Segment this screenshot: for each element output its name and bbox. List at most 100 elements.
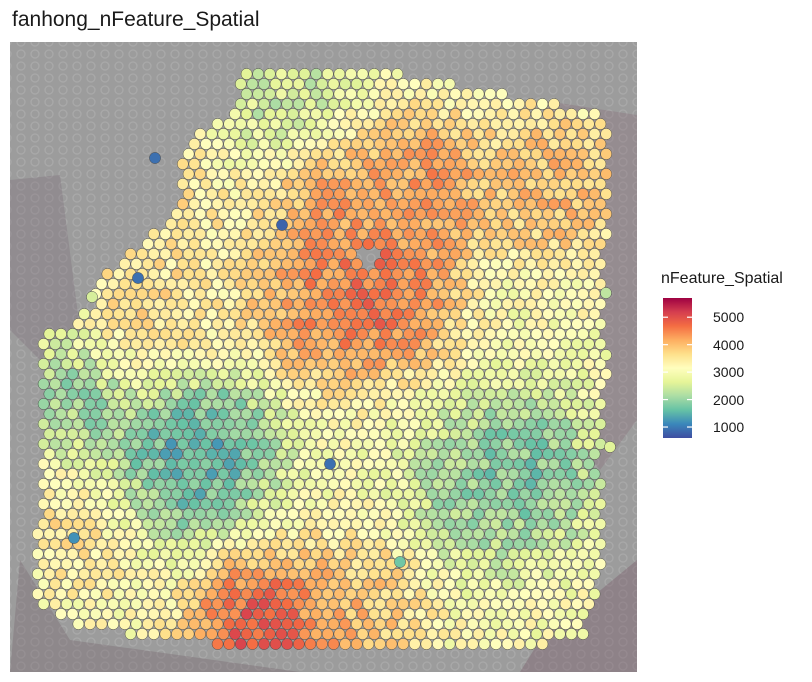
spot [374,638,386,650]
spot [165,418,178,430]
spot [136,548,149,560]
spot [316,238,328,250]
spot [171,508,183,520]
spot [524,278,537,290]
spot [594,538,607,550]
spot [263,528,276,540]
spot [449,408,462,420]
spot [153,618,166,630]
spot [101,548,114,560]
spot [89,388,102,400]
spot [281,98,294,110]
spot [240,68,253,80]
spot [165,298,178,310]
spot [182,268,195,280]
spot [200,278,212,290]
spot [327,538,340,550]
spot [356,588,369,600]
spot [350,158,363,170]
spot [37,558,50,570]
spot [495,408,508,420]
spot [368,168,381,180]
spot [66,568,79,580]
spot [246,378,259,390]
spot [542,568,555,580]
spot [466,498,479,510]
spot [269,78,282,90]
spot [281,418,294,430]
spot [461,448,473,460]
spot [379,628,392,640]
spot [263,88,276,100]
spot [391,108,404,120]
spot [466,338,479,350]
spot [414,368,427,380]
spot [374,118,386,130]
spot [345,368,357,380]
spot [333,388,346,400]
spot [513,198,526,210]
spot [350,458,363,470]
spot [368,568,381,580]
spot [165,478,178,490]
spot [420,298,433,310]
spot [188,318,201,330]
spot [391,88,404,100]
spot [437,128,450,140]
spot [252,128,265,140]
spot [432,298,444,310]
spot [147,448,160,460]
spot [408,478,421,490]
spot [536,638,549,650]
spot [461,548,473,560]
spot [565,128,578,140]
spot [211,298,224,310]
spot [501,498,514,510]
spot [374,178,386,190]
spot [536,198,549,210]
spot [89,588,102,600]
spot [176,278,189,290]
spot [356,68,369,80]
spot [246,278,259,290]
spot [559,458,572,470]
spot [310,448,323,460]
spot [594,478,607,490]
spot [403,528,415,540]
spot [536,98,549,110]
spot [194,148,207,160]
spot [484,488,497,500]
spot [571,118,584,130]
spot [292,618,305,630]
spot [43,368,56,380]
spot [182,188,195,200]
spot [49,478,62,490]
spot [281,118,294,130]
spot [536,358,549,370]
spot [130,358,143,370]
spot [420,398,433,410]
spot [582,338,595,350]
spot [321,288,334,300]
spot [519,408,531,420]
spot [304,278,317,290]
spot [240,208,253,220]
spot [408,498,421,510]
spot [333,508,346,520]
spot [240,288,253,300]
spot [321,568,334,580]
spot [217,628,230,640]
spot [217,168,230,180]
spot [240,268,253,280]
spot [217,608,230,620]
spot [223,538,236,550]
spot [171,248,183,260]
spot [420,158,433,170]
spot [385,218,398,230]
spot [519,568,531,580]
spot [553,468,566,480]
outlier-spot [276,219,288,231]
spot [571,178,584,190]
spot [356,348,369,360]
spot [263,588,276,600]
